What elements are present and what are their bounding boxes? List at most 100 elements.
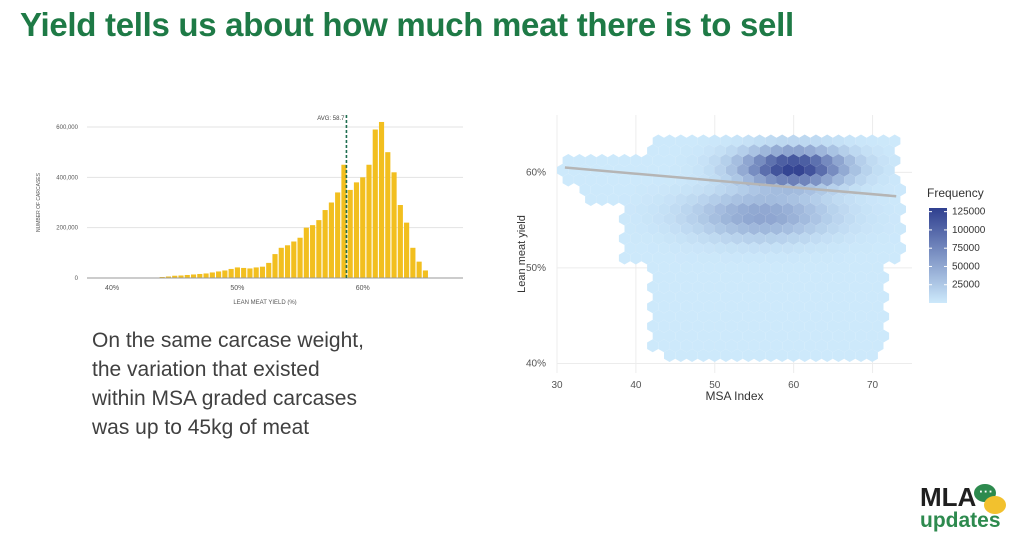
hexbin-cell (680, 183, 693, 197)
hexbin-cell (838, 222, 850, 236)
hexbin-cell (821, 290, 833, 304)
hexbin-cell (832, 212, 845, 226)
hexbin-cell (883, 202, 895, 216)
hexbin-cell (782, 319, 794, 333)
hexbin-cell (692, 261, 704, 275)
hexbin-cell (692, 300, 704, 314)
hexbin-cell (810, 349, 822, 362)
logo-mla-text: MLA (920, 482, 977, 512)
hexbin-cell (573, 154, 586, 167)
hexbin-cell (799, 154, 811, 167)
hexbin-cell (579, 183, 591, 197)
hexbin-cell (703, 319, 715, 333)
hexbin-cell (815, 319, 828, 333)
hist-bar (341, 164, 347, 278)
hexbin-cell (832, 310, 845, 323)
hexbin-cell (844, 173, 856, 187)
hexbin-cell (782, 280, 794, 294)
hexbin-cell (618, 193, 631, 206)
hexbin-cell (782, 339, 794, 353)
hexbin-cell (776, 154, 788, 167)
hexbin-cell (652, 329, 664, 343)
hexbin-cell (748, 339, 760, 353)
hexbin-cell (804, 280, 816, 294)
hexbin-cell (692, 163, 704, 177)
hexbin-cell (618, 232, 631, 245)
hexbin-cell (664, 271, 676, 284)
hexbin-cell (658, 202, 670, 216)
speech-bubble-dots-icon: ··· (979, 487, 994, 498)
hexbin-cell (872, 202, 884, 216)
hexbin-cell (754, 271, 766, 284)
hexbin-cell (883, 183, 895, 197)
hexbin-cell (731, 134, 743, 148)
hexbin-cell (821, 310, 833, 323)
hexbin-cell (703, 339, 715, 353)
hexbin-cell (855, 212, 867, 226)
hexbin-cell (647, 300, 659, 314)
hexbin-cell (647, 222, 659, 236)
hexbin-cell (821, 193, 833, 206)
hexbin-cell (804, 202, 816, 216)
hexbin-cell (866, 271, 878, 284)
hexbin-cell (675, 251, 687, 265)
caption-line-2: the variation that existed (92, 358, 320, 381)
hexbin-cell (793, 163, 805, 177)
hexbin-cell (799, 349, 811, 362)
hexbin-cell (810, 212, 822, 226)
hexbin-cell (720, 251, 732, 265)
hexbin-cell (680, 202, 693, 216)
hist-bar (385, 152, 391, 278)
hexbin-cell (630, 154, 642, 167)
hexbin-cell (709, 349, 721, 362)
hexbin-cell (799, 212, 811, 226)
hexbin-cell (877, 212, 890, 226)
hexbin-cell (647, 183, 659, 197)
hist-bar (184, 274, 190, 278)
hexbin-cell (894, 183, 906, 197)
hexbin-cell (720, 232, 732, 245)
hexbin-cell (635, 222, 648, 236)
hexbin-cell (647, 280, 659, 294)
hexbin-cell (866, 290, 878, 304)
hexbin-cell (782, 202, 794, 216)
hist-bar (266, 262, 272, 278)
hexbin-cell (832, 290, 845, 304)
legend-tick-label: 75000 (952, 243, 980, 254)
hexbin-cell (787, 349, 800, 362)
hist-bar (316, 220, 322, 278)
hist-bar (410, 247, 416, 278)
hexbin-cell (821, 134, 833, 148)
hexbin-cell (832, 271, 845, 284)
hexbin-cell (703, 280, 715, 294)
hexbin-cell (692, 183, 704, 197)
hist-bar (404, 222, 410, 278)
hist-bar (416, 261, 422, 278)
hexbin-cell (737, 261, 749, 275)
hexbin-cell (725, 183, 738, 197)
hexbin-cell (720, 349, 732, 362)
hexbin-cell (877, 134, 890, 148)
hexbin-cell (709, 271, 721, 284)
hexbin-cell (832, 232, 845, 245)
hex-xtick-label: 40 (630, 380, 642, 391)
hexbin-cell (641, 212, 653, 226)
hexbin-cell (849, 339, 861, 353)
hexbin-cell (838, 144, 850, 158)
hist-ytick-label: 200,000 (56, 226, 78, 232)
hexbin-cell (844, 271, 856, 284)
hexbin-cell (838, 300, 850, 314)
hexbin-cell (725, 222, 738, 236)
hexbin-cell (844, 212, 856, 226)
hist-bar (259, 266, 266, 278)
hexbin-cell (669, 163, 681, 177)
hexbin-cell (754, 310, 766, 323)
hexbin-cell (827, 222, 839, 236)
hexbin-cell (804, 241, 816, 255)
hexbin-cell (613, 183, 625, 197)
hexbin-cell (725, 319, 738, 333)
hexbin-cell (799, 329, 811, 343)
hexbin-cell (872, 144, 884, 158)
hist-xtick-label: 50% (230, 285, 244, 292)
hexbin-cell (686, 173, 698, 187)
